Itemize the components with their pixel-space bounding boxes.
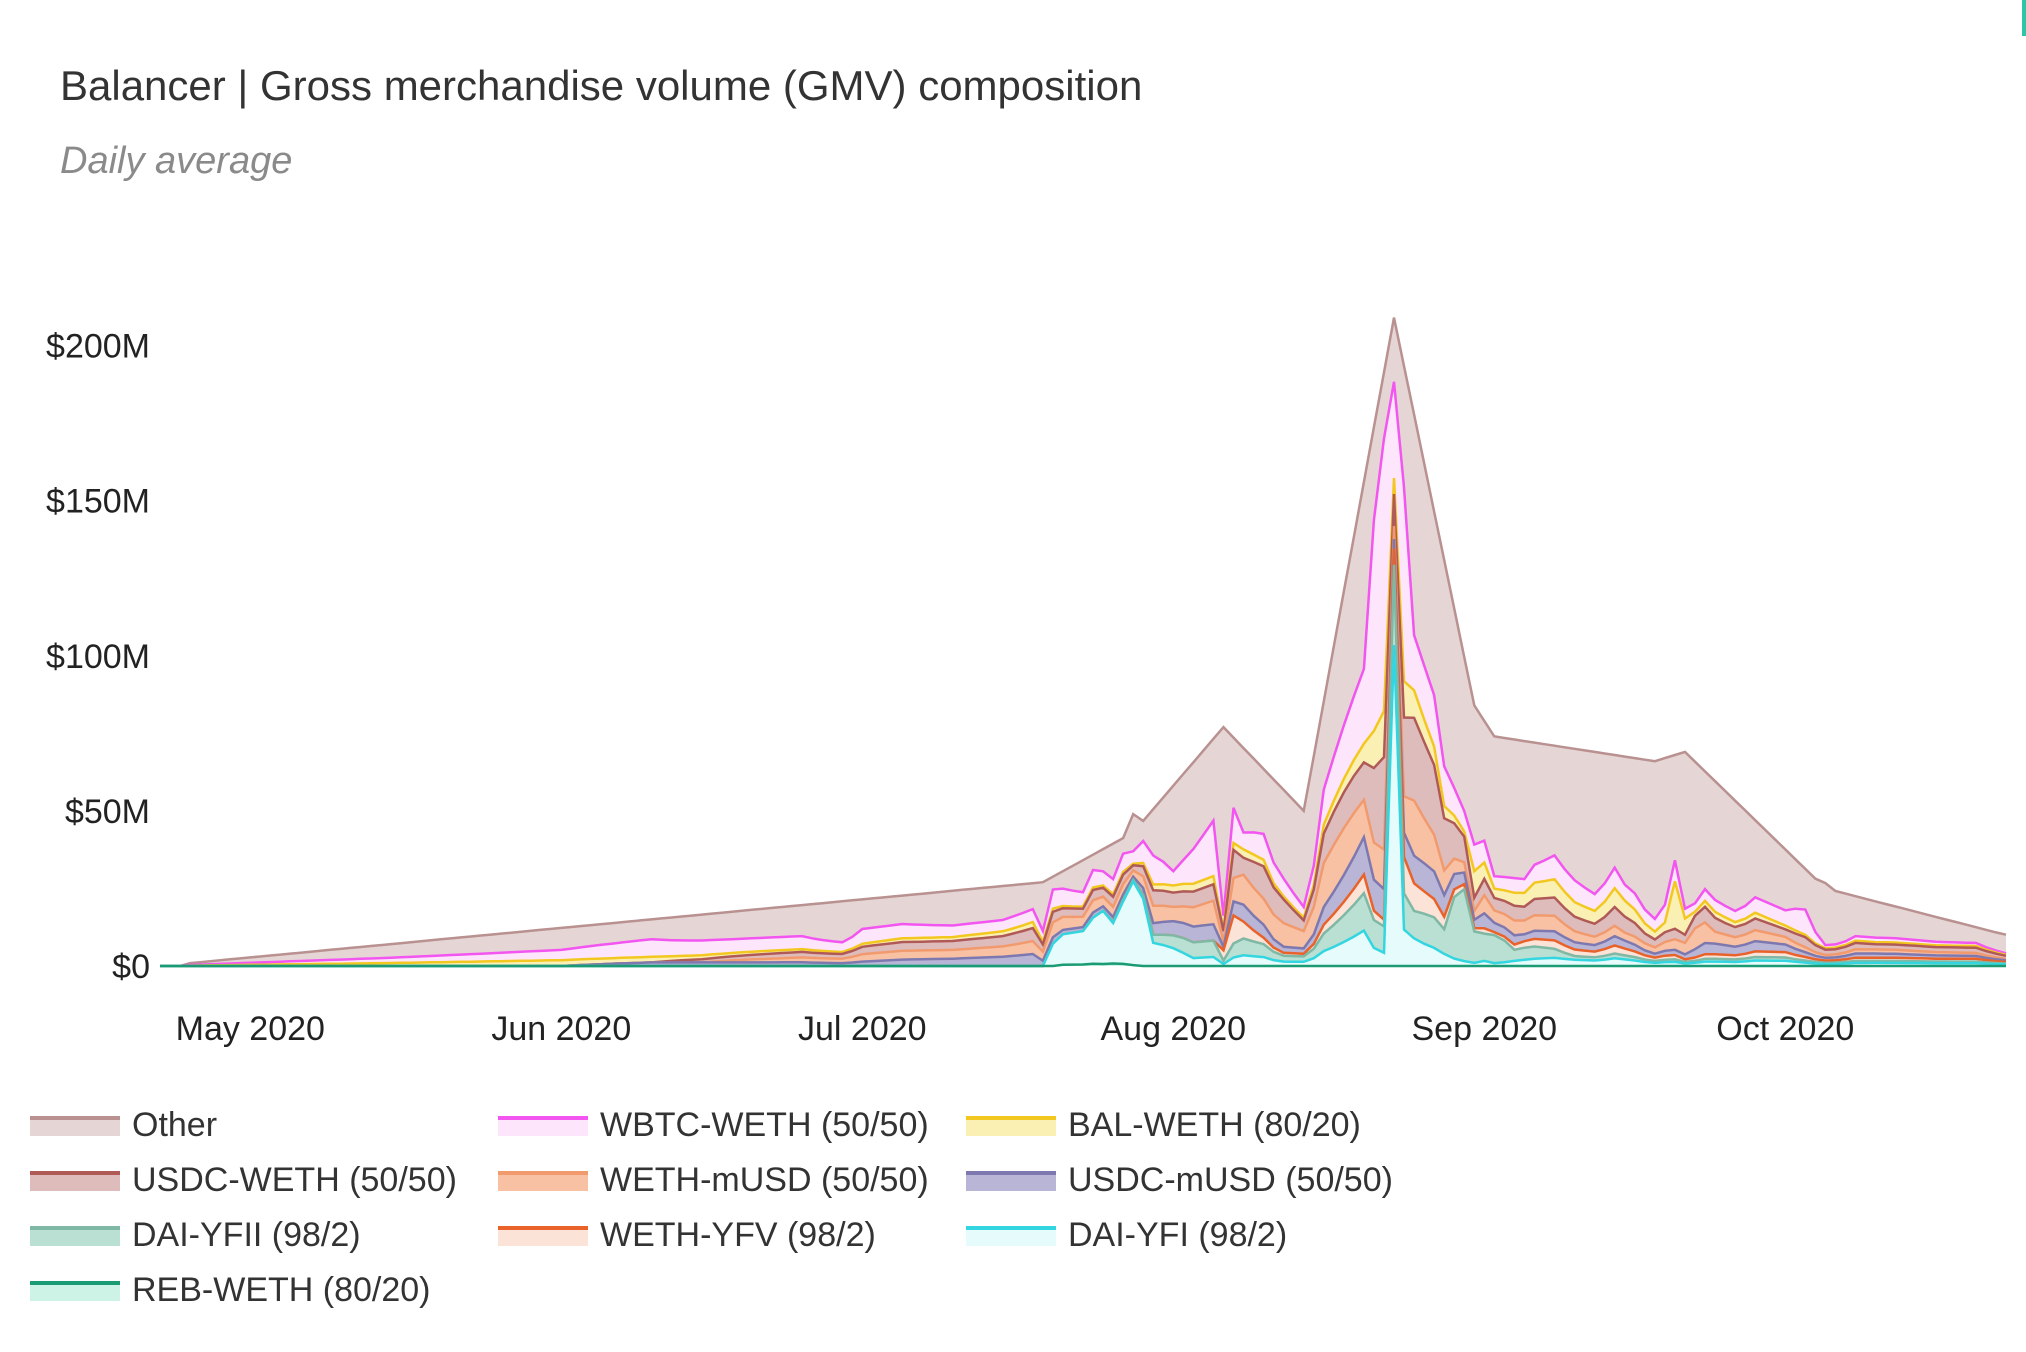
y-axis: $0 $50M $100M $150M $200M bbox=[46, 328, 150, 986]
y-tick-label: $100M bbox=[46, 638, 150, 676]
legend-swatch bbox=[30, 1169, 120, 1191]
y-tick-label: $150M bbox=[46, 483, 150, 521]
line-other[interactable] bbox=[159, 317, 2007, 968]
x-tick-label: Jul 2020 bbox=[798, 1010, 927, 1048]
legend-swatch bbox=[966, 1224, 1056, 1246]
legend-swatch bbox=[966, 1169, 1056, 1191]
corner-accent bbox=[2022, 0, 2026, 36]
legend-item-reb-weth-80-20[interactable]: REB-WETH (80/20) bbox=[30, 1270, 431, 1310]
legend-swatch bbox=[30, 1114, 120, 1136]
legend-label: USDC-WETH (50/50) bbox=[132, 1160, 457, 1199]
legend-label: BAL-WETH (80/20) bbox=[1068, 1105, 1361, 1144]
line-reb-weth-80-20[interactable] bbox=[160, 962, 2006, 968]
legend-item-dai-yfii-98-2[interactable]: DAI-YFII (98/2) bbox=[30, 1215, 361, 1255]
x-axis: May 2020 Jun 2020 Jul 2020 Aug 2020 Sep 2020… bbox=[176, 1010, 1855, 1048]
legend-label: WETH-mUSD (50/50) bbox=[600, 1160, 929, 1199]
legend-item-wbtc-weth-50-50[interactable]: WBTC-WETH (50/50) bbox=[498, 1105, 929, 1145]
y-tick-label: $0 bbox=[112, 948, 150, 986]
legend-item-other[interactable]: Other bbox=[30, 1105, 217, 1145]
legend-item-usdc-musd-50-50[interactable]: USDC-mUSD (50/50) bbox=[966, 1160, 1393, 1200]
legend-label: WETH-YFV (98/2) bbox=[600, 1215, 876, 1254]
legend-swatch bbox=[30, 1279, 120, 1301]
gmv-area-chart[interactable]: $0 $50M $100M $150M $200M May 2020 Jun 2020 Ju… bbox=[0, 0, 2026, 1090]
chart-subtitle: Daily average bbox=[60, 140, 293, 182]
chart-title: Balancer | Gross merchandise volume (GMV… bbox=[60, 62, 1143, 109]
x-tick-label: Oct 2020 bbox=[1716, 1010, 1854, 1048]
legend-swatch bbox=[966, 1114, 1056, 1136]
legend-item-weth-yfv-98-2[interactable]: WETH-YFV (98/2) bbox=[498, 1215, 876, 1255]
legend-label: Other bbox=[132, 1105, 218, 1144]
legend-item-dai-yfi-98-2[interactable]: DAI-YFI (98/2) bbox=[966, 1215, 1287, 1255]
legend-swatch bbox=[498, 1224, 588, 1246]
legend-label: WBTC-WETH (50/50) bbox=[600, 1105, 929, 1144]
legend-label: DAI-YFII (98/2) bbox=[132, 1215, 361, 1254]
stacked-areas[interactable] bbox=[159, 317, 2007, 968]
x-tick-label: Sep 2020 bbox=[1412, 1010, 1558, 1048]
legend-item-weth-musd-50-50[interactable]: WETH-mUSD (50/50) bbox=[498, 1160, 929, 1200]
legend-swatch bbox=[498, 1169, 588, 1191]
x-tick-label: May 2020 bbox=[176, 1010, 325, 1048]
legend-label: DAI-YFI (98/2) bbox=[1068, 1215, 1288, 1254]
x-tick-label: Aug 2020 bbox=[1100, 1010, 1246, 1048]
legend-label: USDC-mUSD (50/50) bbox=[1068, 1160, 1393, 1199]
legend-swatch bbox=[30, 1224, 120, 1246]
line-wbtc-weth-50-50[interactable] bbox=[160, 381, 2007, 968]
legend-item-bal-weth-80-20[interactable]: BAL-WETH (80/20) bbox=[966, 1105, 1361, 1145]
y-tick-label: $200M bbox=[46, 328, 150, 366]
legend-label: REB-WETH (80/20) bbox=[132, 1270, 431, 1309]
legend-swatch bbox=[498, 1114, 588, 1136]
legend-item-usdc-weth-50-50[interactable]: USDC-WETH (50/50) bbox=[30, 1160, 457, 1200]
area-other[interactable] bbox=[160, 317, 2006, 967]
x-tick-label: Jun 2020 bbox=[491, 1010, 631, 1048]
y-tick-label: $50M bbox=[65, 793, 150, 831]
